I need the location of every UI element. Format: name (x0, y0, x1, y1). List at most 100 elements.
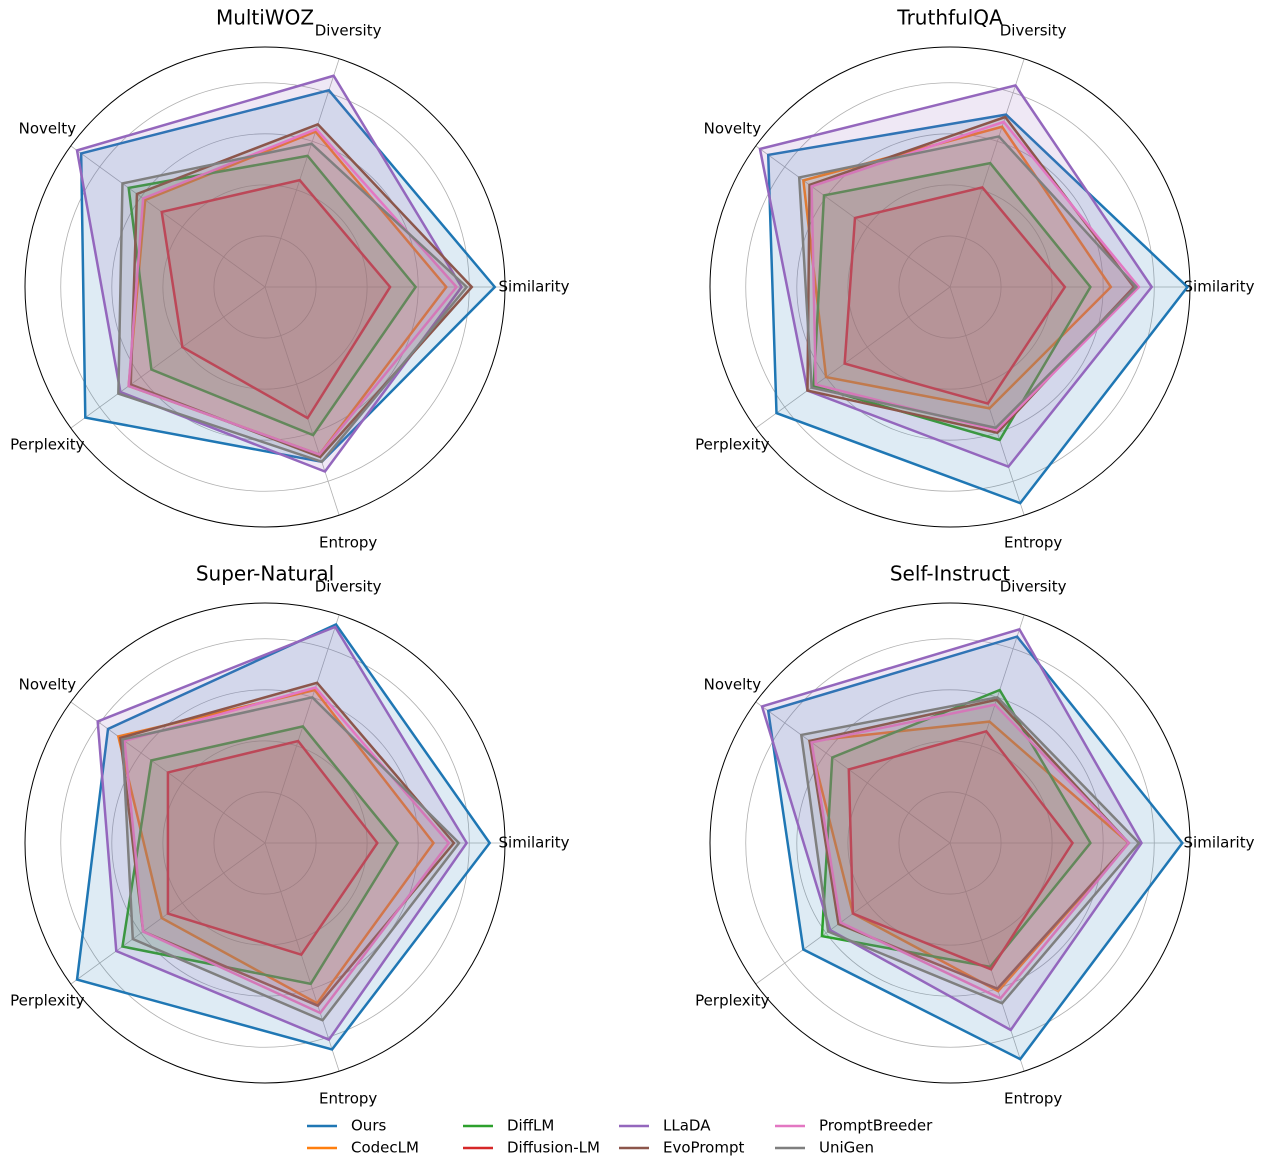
series-area (124, 687, 449, 1013)
series-area (122, 697, 460, 1021)
legend-label: Ours (351, 1117, 386, 1135)
series-line (808, 698, 1131, 991)
outer-circle (709, 46, 1191, 528)
category-label: Perplexity (10, 436, 84, 454)
series-line (843, 186, 1067, 406)
series-area (161, 180, 391, 419)
chart-title: TruthfulQA (896, 6, 1003, 30)
series-line (129, 122, 474, 459)
category-label: Diversity (315, 578, 382, 596)
series-line (166, 739, 379, 957)
category-label: Similarity (1184, 834, 1255, 852)
series-line (96, 625, 469, 1042)
radar-chart: Similarity Diversity Novelty Perplexity Entr… (10, 562, 569, 1108)
series-area (118, 690, 434, 1004)
category-label: Entropy (1004, 1089, 1062, 1107)
series-area (128, 131, 447, 455)
spoke (949, 58, 1025, 288)
series-line (117, 142, 469, 464)
series-area (844, 187, 1065, 404)
spoke (755, 145, 951, 288)
series-line (806, 115, 1136, 435)
series-line (799, 695, 1141, 1005)
spoke (949, 286, 1025, 516)
series-line (810, 120, 1141, 432)
category-label: Perplexity (10, 992, 84, 1010)
series-area (809, 699, 1129, 989)
category-label: Entropy (319, 1089, 377, 1107)
spoke (264, 286, 340, 516)
legend: Ours CodecLM DiffLM Diffusion-LM LLaDA EvoPro… (307, 1117, 933, 1157)
series-line (758, 84, 1154, 469)
category-label: Entropy (1004, 533, 1062, 551)
series-line (119, 681, 456, 1008)
category-label: Similarity (499, 278, 570, 296)
legend-label: Diffusion-LM (507, 1139, 600, 1157)
series-area (848, 731, 1073, 970)
legend-label: PromptBreeder (819, 1117, 933, 1135)
radar-chart: Similarity Diversity Novelty Perplexity Entr… (10, 6, 569, 552)
spoke (755, 286, 951, 429)
series-line (127, 154, 418, 437)
series-area (118, 143, 467, 462)
category-label: Entropy (319, 533, 377, 551)
series-area (809, 721, 1129, 992)
radar-chart: Similarity Diversity Novelty Perplexity Entr… (695, 6, 1254, 552)
outer-circle (24, 46, 506, 528)
outer-circle (709, 602, 1191, 1084)
category-label: Perplexity (695, 436, 769, 454)
spoke (70, 145, 266, 288)
outer-circle (24, 602, 506, 1084)
legend-label: LLaDA (663, 1117, 711, 1135)
series-line (160, 178, 392, 420)
series-line (75, 74, 464, 474)
legend-label: DiffLM (507, 1117, 554, 1135)
series-line (797, 135, 1139, 430)
series-area (799, 136, 1137, 428)
chart-title: Self-Instruct (890, 562, 1010, 586)
chart-title: MultiWOZ (216, 6, 314, 30)
series-line (810, 703, 1131, 1000)
spoke (264, 58, 340, 288)
category-label: Novelty (19, 119, 77, 137)
radar-chart: Similarity Diversity Novelty Perplexity Entr… (695, 562, 1254, 1108)
spoke (70, 286, 266, 429)
series-area (801, 697, 1139, 1004)
series-line (847, 729, 1075, 971)
spoke (949, 842, 1025, 1072)
series-line (75, 622, 492, 1051)
series-area (120, 682, 454, 1006)
series-line (123, 686, 451, 1015)
series-area (128, 155, 416, 436)
series-line (127, 127, 459, 457)
spoke (264, 614, 340, 844)
legend-label: CodecLM (351, 1139, 419, 1157)
category-label: Diversity (1000, 22, 1067, 40)
series-area (167, 741, 378, 955)
series-area (77, 624, 490, 1050)
category-label: Diversity (315, 22, 382, 40)
series-area (811, 704, 1129, 999)
series-line (121, 695, 461, 1022)
spoke (755, 701, 951, 844)
legend-label: EvoPrompt (663, 1139, 744, 1157)
series-line (760, 627, 1143, 1032)
series-line (807, 720, 1131, 993)
category-label: Perplexity (695, 992, 769, 1010)
legend-label: UniGen (819, 1139, 874, 1157)
category-label: Similarity (1184, 278, 1255, 296)
category-label: Novelty (19, 675, 77, 693)
category-label: Diversity (1000, 578, 1067, 596)
series-area (803, 126, 1111, 409)
spoke (264, 842, 340, 1072)
category-label: Similarity (499, 834, 570, 852)
series-line (121, 725, 400, 986)
spoke (949, 614, 1025, 844)
series-line (766, 113, 1190, 505)
category-label: Novelty (704, 119, 762, 137)
chart-title: Super-Natural (196, 562, 334, 586)
series-area (813, 163, 1091, 440)
category-label: Novelty (704, 675, 762, 693)
series-line (79, 88, 497, 464)
